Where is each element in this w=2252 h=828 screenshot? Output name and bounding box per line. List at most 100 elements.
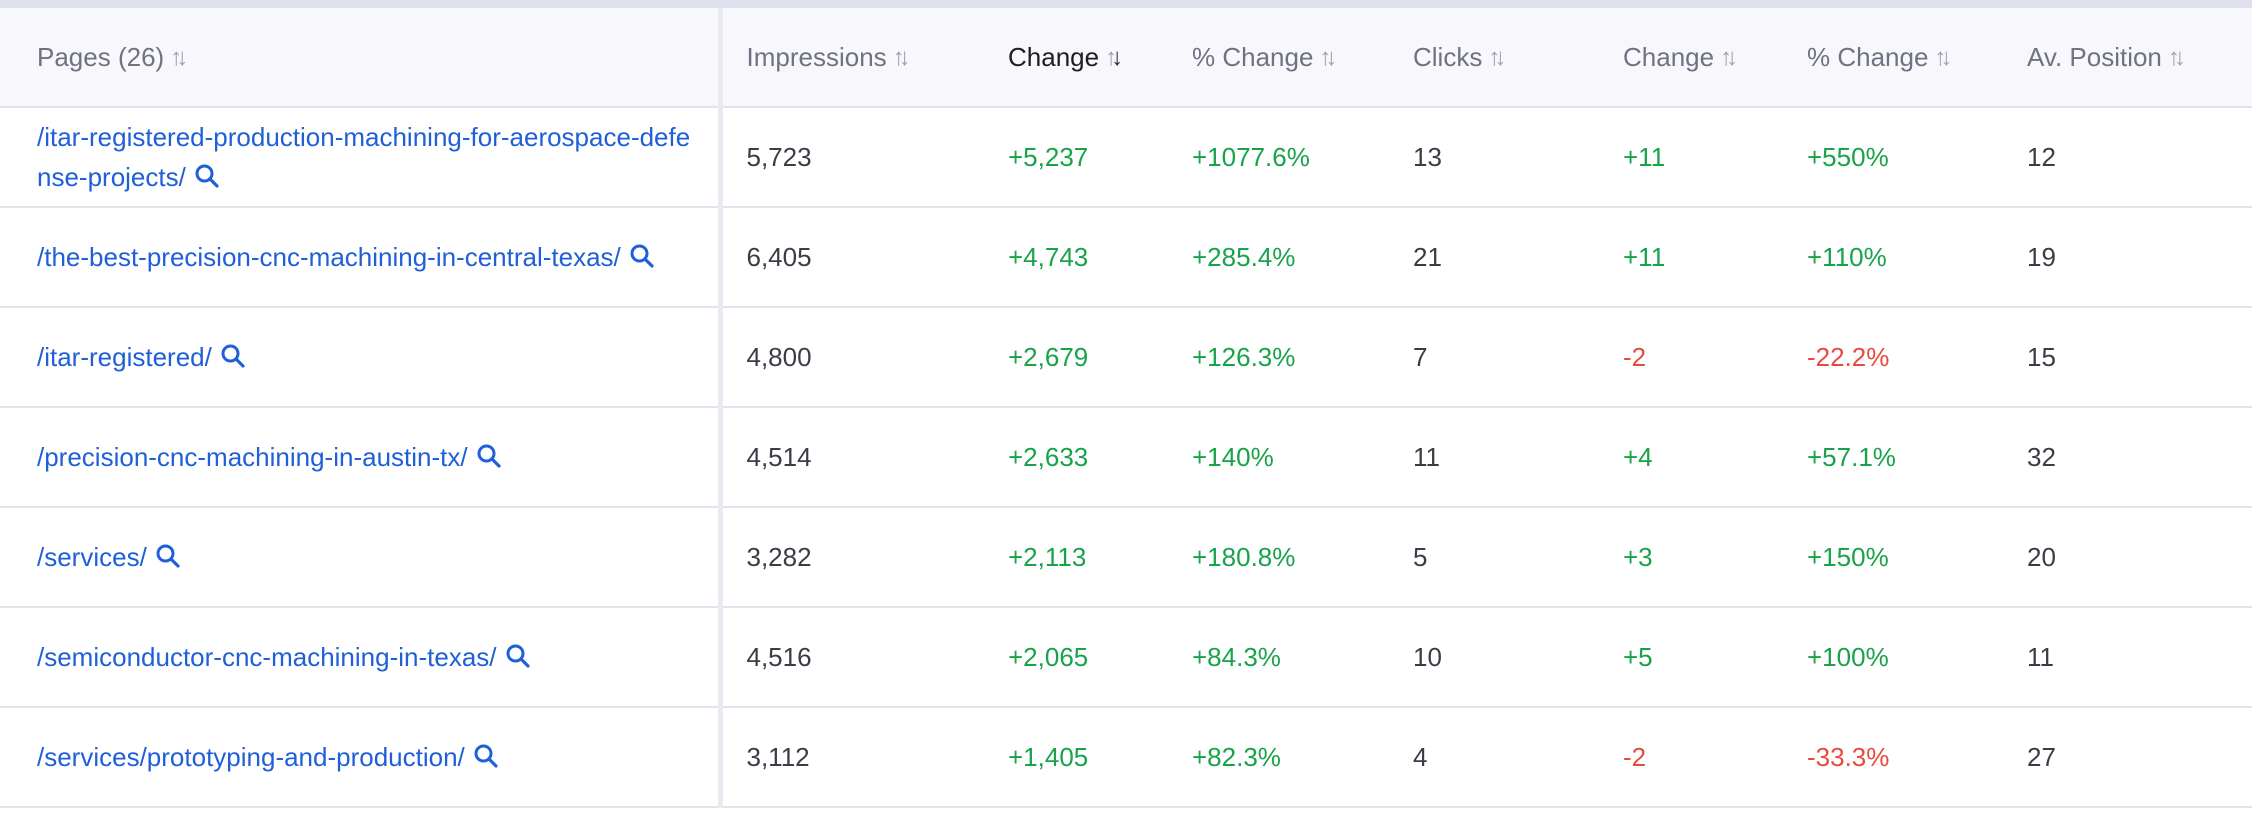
table-header-row: Pages (26) ↑↓ Impressions ↑↓ Change ↑↓ % Ch… [0,8,2252,107]
clicks-change-cell: -2 [1623,341,1647,372]
column-header-clicks[interactable]: Clicks ↑↓ [1413,8,1623,107]
column-header-impressions-change[interactable]: Change ↑↓ [1008,8,1192,107]
sort-arrows-icon[interactable]: ↑↓ [892,43,911,71]
page-url-link[interactable]: /the-best-precision-cnc-machining-in-cen… [37,242,621,272]
impressions-change-cell: +2,065 [1008,641,1089,672]
av-position-cell: 12 [2027,141,2056,172]
clicks-cell: 21 [1413,241,1442,272]
clicks-change-cell: +11 [1623,241,1666,272]
clicks-pct-change-cell: -22.2% [1807,341,1890,372]
table-body: /itar-registered-production-machining-fo… [0,107,2252,807]
page-url-link[interactable]: /itar-registered/ [37,342,212,372]
clicks-pct-change-cell: +110% [1807,241,1887,272]
search-icon[interactable] [476,443,502,469]
table-row: /the-best-precision-cnc-machining-in-cen… [0,207,2252,307]
column-header-impressions[interactable]: Impressions ↑↓ [720,8,1008,107]
page-url-link[interactable]: /precision-cnc-machining-in-austin-tx/ [37,442,468,472]
clicks-pct-change-cell: +150% [1807,541,1889,572]
sort-descending-icon[interactable]: ↑↓ [1105,43,1123,71]
page-cell: /itar-registered-production-machining-fo… [0,107,723,207]
clicks-pct-change-cell: +550% [1807,141,1889,172]
search-icon[interactable] [155,543,181,569]
table-row: /services/ 3,282 +2,113 +180.8% 5 +3 +15… [0,507,2252,607]
clicks-cell: 4 [1413,741,1428,772]
search-icon[interactable] [629,243,655,269]
clicks-change-cell: +5 [1623,641,1653,672]
av-position-cell: 32 [2027,441,2056,472]
column-header-label: Change [1623,41,1715,72]
page-cell: /services/prototyping-and-production/ [0,707,723,807]
impressions-change-cell: +5,237 [1008,141,1089,172]
page-url-link[interactable]: /itar-registered-production-machining-fo… [37,122,691,192]
av-position-cell: 15 [2027,341,2056,372]
impressions-change-cell: +4,743 [1008,241,1089,272]
impressions-cell: 3,282 [746,541,812,572]
pages-table-container: Pages (26) ↑↓ Impressions ↑↓ Change ↑↓ % Ch… [0,8,2252,828]
page-cell: /semiconductor-cnc-machining-in-texas/ [0,607,723,707]
page-cell: /services/ [0,507,723,607]
table-row: /precision-cnc-machining-in-austin-tx/ 4… [0,407,2252,507]
impressions-pct-change-cell: +1077.6% [1192,141,1310,172]
impressions-cell: 4,800 [746,341,812,372]
impressions-cell: 4,514 [746,441,812,472]
sort-arrows-icon[interactable]: ↑↓ [2167,43,2186,71]
sort-arrows-icon[interactable]: ↑↓ [170,43,188,71]
page-cell: /itar-registered/ [0,307,723,407]
clicks-pct-change-cell: +57.1% [1807,441,1896,472]
page-cell: /precision-cnc-machining-in-austin-tx/ [0,407,723,507]
clicks-cell: 7 [1413,341,1428,372]
impressions-change-cell: +1,405 [1008,741,1089,772]
clicks-cell: 5 [1413,541,1428,572]
impressions-change-cell: +2,633 [1008,441,1089,472]
column-header-av-position[interactable]: Av. Position ↑↓ [2027,8,2252,107]
page-url-link[interactable]: /services/prototyping-and-production/ [37,742,465,772]
impressions-cell: 5,723 [746,141,812,172]
sort-arrows-icon[interactable]: ↑↓ [1319,43,1337,71]
impressions-cell: 4,516 [746,641,812,672]
table-row: /services/prototyping-and-production/ 3,… [0,707,2252,807]
clicks-change-cell: -2 [1623,741,1647,772]
impressions-cell: 3,112 [746,741,810,772]
av-position-cell: 11 [2027,641,2054,672]
table-row: /semiconductor-cnc-machining-in-texas/ 4… [0,607,2252,707]
impressions-cell: 6,405 [746,241,812,272]
column-header-clicks-pct-change[interactable]: % Change ↑↓ [1807,8,2027,107]
page-url-link[interactable]: /services/ [37,542,147,572]
clicks-cell: 13 [1413,141,1442,172]
impressions-pct-change-cell: +82.3% [1192,741,1281,772]
column-header-label: Av. Position [2027,41,2162,72]
search-icon[interactable] [473,743,499,769]
sort-arrows-icon[interactable]: ↑↓ [1720,43,1738,71]
clicks-cell: 10 [1413,641,1442,672]
table-row: /itar-registered/ 4,800 +2,679 +126.3% 7… [0,307,2252,407]
av-position-cell: 27 [2027,741,2056,772]
column-header-impressions-pct-change[interactable]: % Change ↑↓ [1192,8,1413,107]
table-row: /itar-registered-production-machining-fo… [0,107,2252,207]
search-icon[interactable] [505,643,531,669]
impressions-change-cell: +2,679 [1008,341,1089,372]
search-icon[interactable] [194,163,220,189]
impressions-pct-change-cell: +180.8% [1192,541,1296,572]
sort-arrows-icon[interactable]: ↑↓ [1934,43,1952,71]
impressions-pct-change-cell: +140% [1192,441,1274,472]
clicks-pct-change-cell: +100% [1807,641,1889,672]
column-header-label: Clicks [1413,41,1483,72]
column-header-label: Change [1008,41,1100,72]
clicks-pct-change-cell: -33.3% [1807,741,1890,772]
search-icon[interactable] [220,343,246,369]
column-header-pages[interactable]: Pages (26) ↑↓ [0,8,723,107]
page-url-link[interactable]: /semiconductor-cnc-machining-in-texas/ [37,642,497,672]
clicks-cell: 11 [1413,441,1440,472]
clicks-change-cell: +3 [1623,541,1653,572]
impressions-pct-change-cell: +84.3% [1192,641,1281,672]
column-header-label: % Change [1807,41,1929,72]
av-position-cell: 20 [2027,541,2056,572]
sort-arrows-icon[interactable]: ↑↓ [1488,43,1506,71]
av-position-cell: 19 [2027,241,2056,272]
column-header-label: Impressions [746,41,887,72]
page-cell: /the-best-precision-cnc-machining-in-cen… [0,207,723,307]
column-header-label: % Change [1192,41,1314,72]
column-header-label: Pages (26) [37,41,165,72]
pages-table: Pages (26) ↑↓ Impressions ↑↓ Change ↑↓ % Ch… [0,8,2252,808]
column-header-clicks-change[interactable]: Change ↑↓ [1623,8,1807,107]
